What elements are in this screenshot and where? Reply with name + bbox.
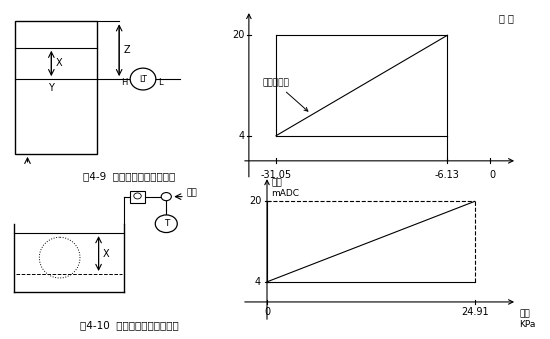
Text: 输出
mADC: 输出 mADC: [271, 179, 299, 198]
Text: 输 出: 输 出: [499, 13, 514, 23]
Text: 0: 0: [490, 170, 496, 180]
Text: 图4-9  开口容器液体测量举例: 图4-9 开口容器液体测量举例: [83, 171, 175, 181]
Circle shape: [155, 215, 177, 233]
Text: 0: 0: [264, 307, 270, 317]
Text: 24.91: 24.91: [461, 307, 488, 317]
Text: 20: 20: [249, 196, 261, 206]
Circle shape: [161, 193, 172, 201]
Text: LT: LT: [139, 75, 147, 83]
Text: 4: 4: [239, 131, 245, 141]
Text: 零位负迁移: 零位负迁移: [263, 79, 308, 111]
Text: 输入
KPa: 输入 KPa: [520, 310, 536, 329]
Bar: [15, 21, 97, 154]
Text: -31.05: -31.05: [261, 170, 292, 180]
Text: -6.13: -6.13: [435, 170, 460, 180]
Text: Y: Y: [48, 83, 54, 94]
Text: 4: 4: [255, 277, 261, 287]
Text: Z: Z: [124, 45, 130, 55]
Text: 图4-10  开口容器液体测量举例: 图4-10 开口容器液体测量举例: [80, 320, 179, 330]
Text: X: X: [56, 58, 63, 68]
Text: T: T: [163, 219, 169, 228]
Bar: [130, 191, 145, 203]
Text: H: H: [121, 78, 128, 87]
Circle shape: [130, 68, 156, 90]
Text: 空气: 空气: [186, 188, 197, 197]
Text: X: X: [103, 248, 109, 259]
Text: 20: 20: [232, 30, 245, 40]
Text: L: L: [158, 78, 163, 87]
